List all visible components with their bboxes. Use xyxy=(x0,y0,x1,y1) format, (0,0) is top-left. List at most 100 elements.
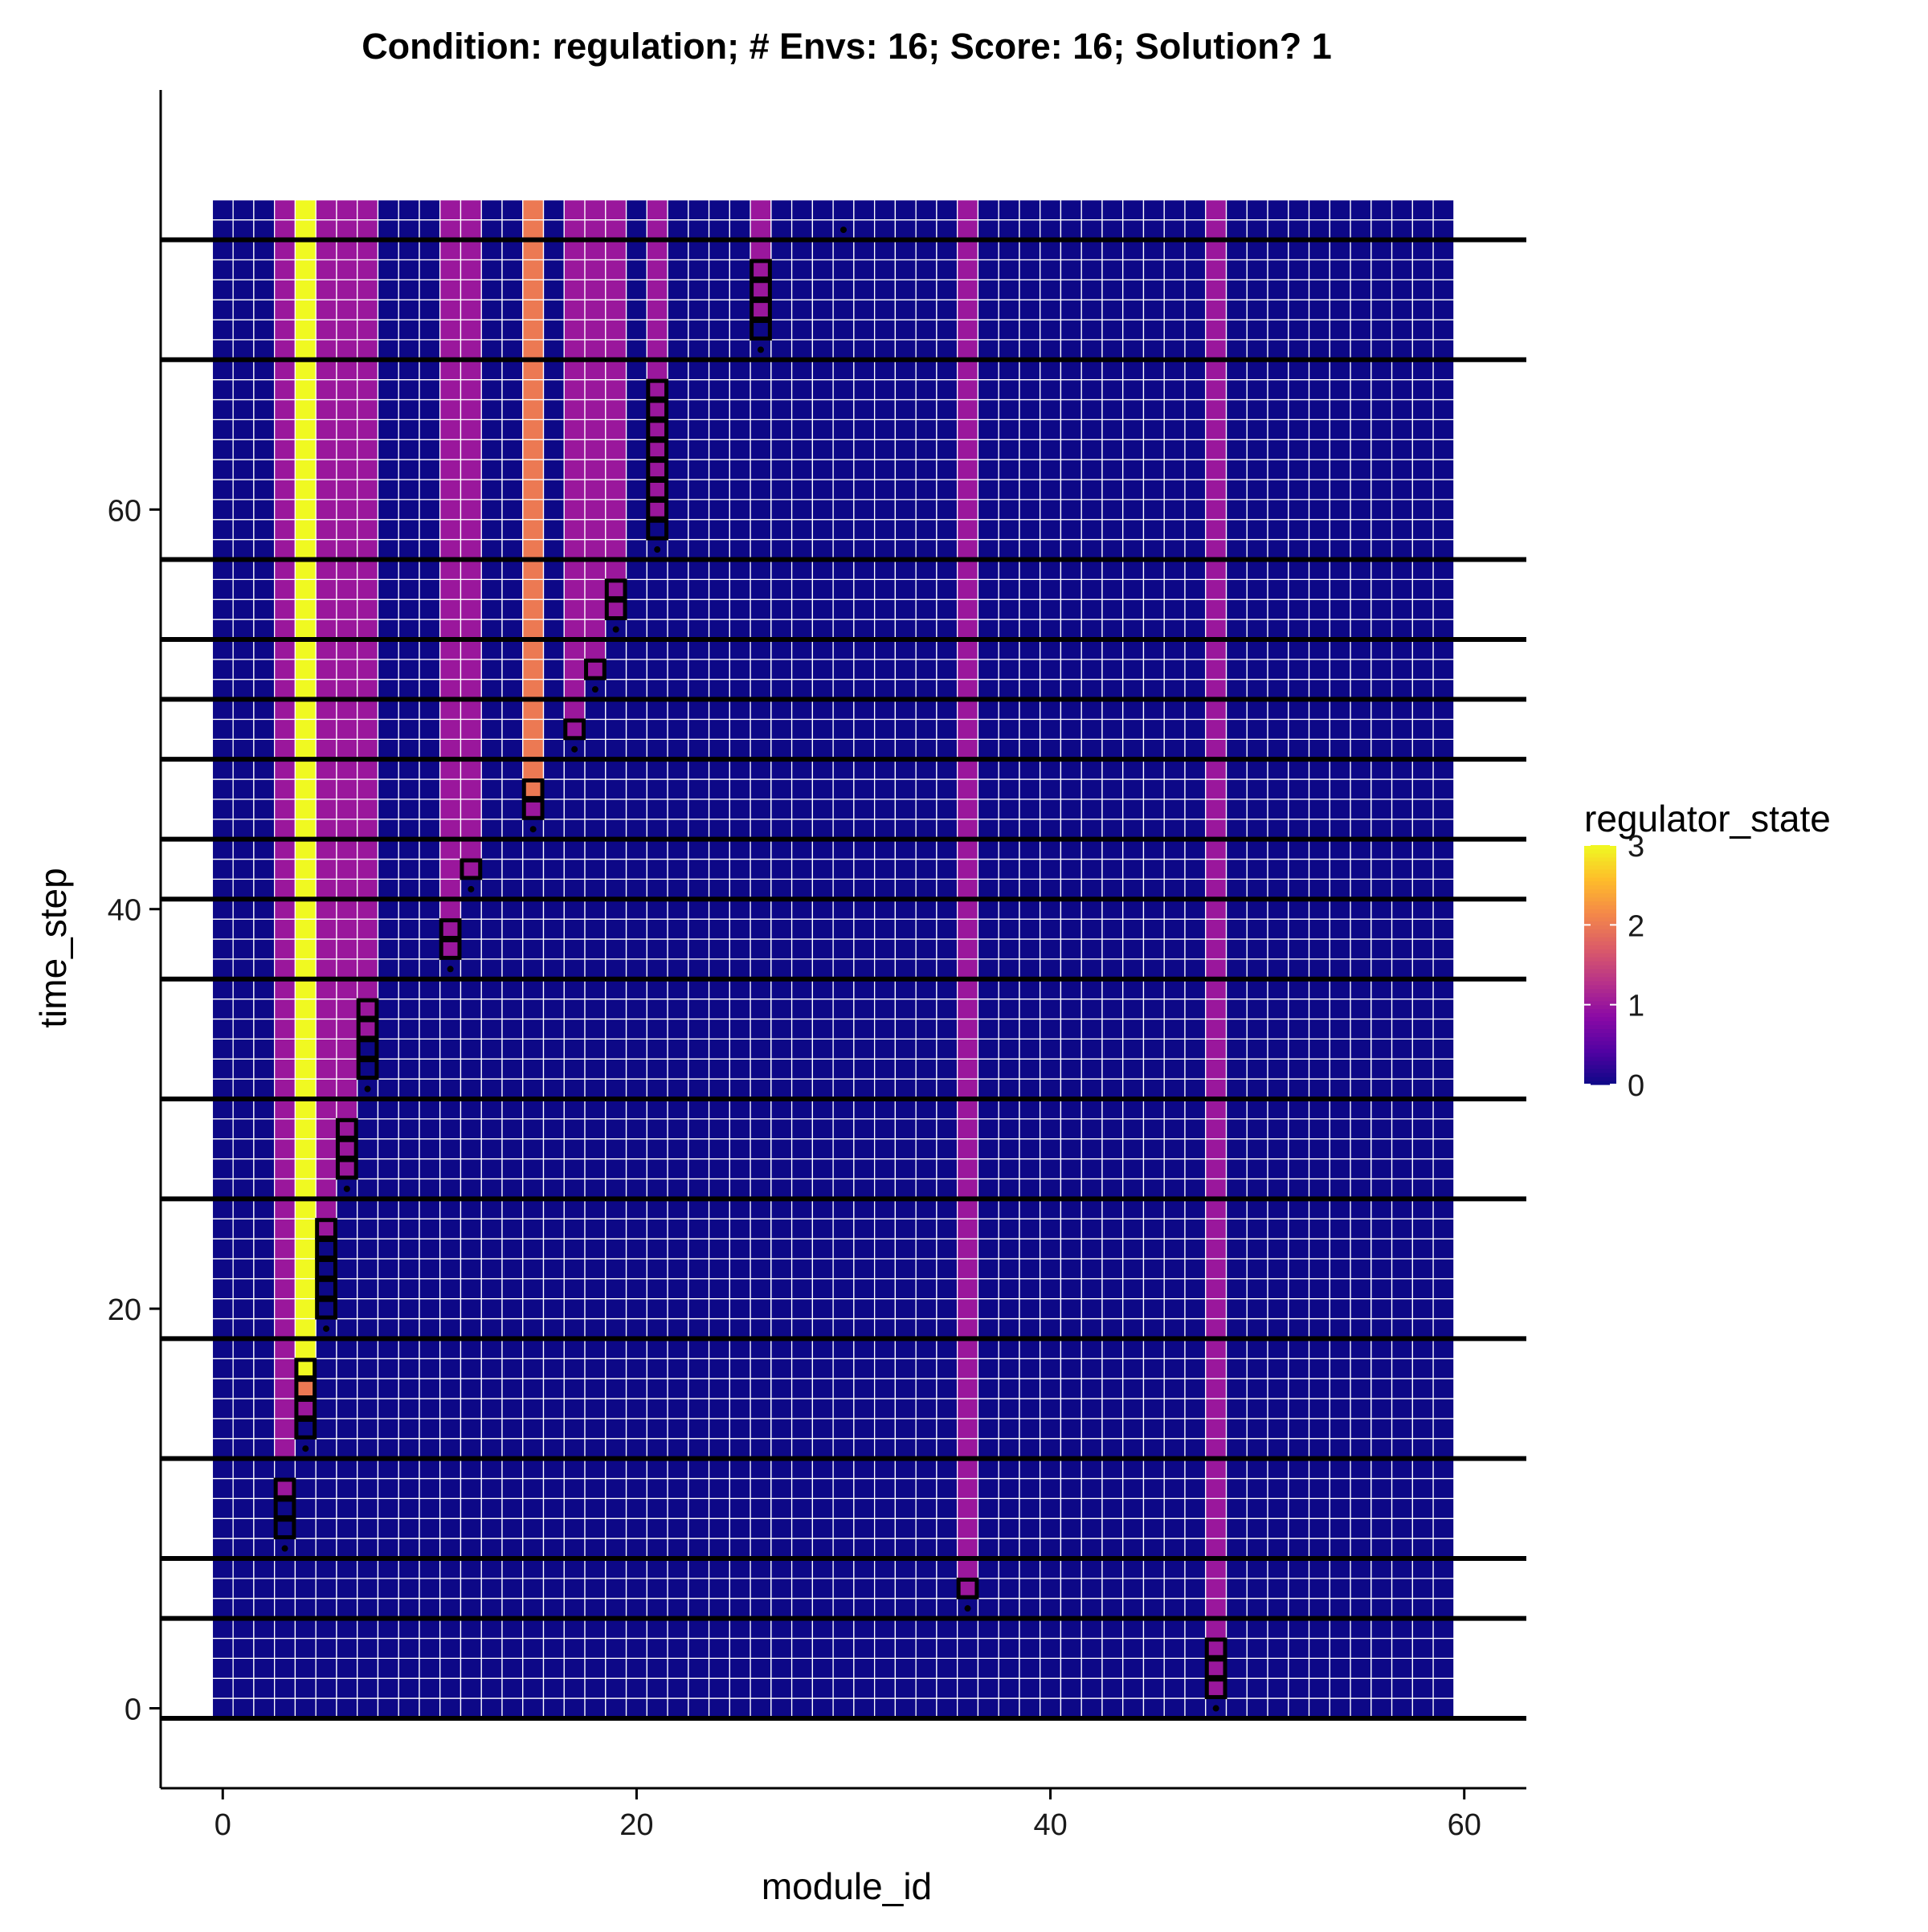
heatmap-cell xyxy=(1246,1378,1268,1399)
heatmap-cell xyxy=(1225,398,1248,421)
heatmap-cell xyxy=(315,1378,337,1399)
heatmap-cell xyxy=(832,378,855,401)
heatmap-cell xyxy=(957,1538,979,1559)
heatmap-cell xyxy=(522,1317,545,1340)
heatmap-cell xyxy=(357,219,379,241)
heatmap-cell xyxy=(1267,479,1289,500)
heatmap-cell xyxy=(542,758,565,780)
heatmap-cell xyxy=(336,598,358,620)
heatmap-cell xyxy=(419,439,441,460)
legend-colorbar-step xyxy=(1584,976,1616,982)
heatmap-cell xyxy=(377,578,399,600)
heatmap-cell xyxy=(1080,778,1103,800)
heatmap-cell xyxy=(294,1317,317,1340)
heatmap-cell xyxy=(336,1317,358,1340)
heatmap-cell xyxy=(1122,1438,1145,1460)
heatmap-cell xyxy=(605,1158,627,1180)
heatmap-cell xyxy=(936,878,958,900)
heatmap-cell xyxy=(936,1378,958,1399)
heatmap-cell xyxy=(1122,1218,1145,1240)
heatmap-cell xyxy=(1391,1598,1413,1620)
heatmap-cell xyxy=(211,978,234,1000)
heatmap-cell xyxy=(274,898,296,920)
heatmap-cell xyxy=(873,1558,897,1579)
heatmap-cell xyxy=(1163,938,1186,960)
heatmap-cell xyxy=(1080,439,1103,460)
highlighted-cell xyxy=(646,378,669,401)
heatmap-cell xyxy=(1350,1477,1372,1500)
heatmap-cell xyxy=(708,1078,730,1100)
heatmap-cell xyxy=(708,1398,730,1419)
heatmap-cell xyxy=(1163,1477,1186,1500)
heatmap-cell xyxy=(936,1697,958,1719)
heatmap-cell xyxy=(1432,1497,1455,1519)
heatmap-cell xyxy=(873,718,897,740)
heatmap-cell xyxy=(253,1098,276,1120)
heatmap-cell xyxy=(750,659,772,680)
heatmap-cell xyxy=(1122,1598,1145,1620)
heatmap-cell xyxy=(1411,1118,1434,1140)
heatmap-cell xyxy=(1060,1358,1082,1379)
heatmap-cell xyxy=(377,1158,399,1180)
heatmap-cell xyxy=(1288,1457,1310,1480)
heatmap-cell xyxy=(439,319,462,341)
heatmap-cell xyxy=(1184,519,1207,541)
heatmap-cell xyxy=(873,219,897,241)
heatmap-cell xyxy=(1163,639,1186,660)
heatmap-cell xyxy=(688,1138,710,1160)
heatmap-cell xyxy=(894,1358,917,1379)
heatmap-cell xyxy=(957,1298,979,1320)
heatmap-cell xyxy=(522,619,545,640)
highlighted-cell xyxy=(604,578,627,601)
heatmap-cell xyxy=(1019,1617,1041,1640)
heatmap-cell xyxy=(790,1398,814,1419)
heatmap-cell xyxy=(1205,1178,1227,1199)
heatmap-cell xyxy=(439,619,462,640)
heatmap-cell xyxy=(336,1398,358,1419)
heatmap-cell xyxy=(790,1657,814,1679)
heatmap-cell xyxy=(1101,378,1124,401)
heatmap-cell xyxy=(1246,459,1268,480)
heatmap-cell xyxy=(1246,819,1268,840)
heatmap-cell xyxy=(1101,839,1124,860)
legend-tick-label: 3 xyxy=(1628,830,1644,864)
heatmap-cell xyxy=(253,878,276,900)
heatmap-cell xyxy=(232,639,255,660)
heatmap-cell xyxy=(357,1338,379,1359)
heatmap-cell xyxy=(1432,738,1455,760)
heatmap-cell xyxy=(1329,479,1351,500)
heatmap-cell xyxy=(232,1457,255,1480)
heatmap-cell xyxy=(708,839,730,860)
heatmap-cell xyxy=(253,1697,276,1719)
heatmap-cell xyxy=(1101,1358,1124,1379)
heatmap-cell xyxy=(1411,1418,1434,1440)
heatmap-cell xyxy=(646,1358,668,1379)
heatmap-cell xyxy=(1350,619,1372,640)
heatmap-cell xyxy=(1432,1617,1455,1640)
heatmap-cell xyxy=(274,279,296,300)
heatmap-cell xyxy=(584,1238,607,1260)
heatmap-cell xyxy=(480,299,503,321)
heatmap-cell xyxy=(832,1138,855,1160)
heatmap-cell xyxy=(439,898,462,920)
heatmap-cell xyxy=(563,598,586,620)
heatmap-cell xyxy=(1391,1457,1413,1480)
heatmap-cell xyxy=(729,1697,751,1719)
highlighted-cell xyxy=(1204,1637,1227,1660)
heatmap-cell xyxy=(957,718,979,740)
heatmap-cell xyxy=(915,799,937,820)
heatmap-cell xyxy=(253,419,276,440)
heatmap-cell xyxy=(688,1338,710,1359)
y-axis-label: time_step xyxy=(32,868,74,1027)
heatmap-cell xyxy=(398,1038,420,1060)
heatmap-cell xyxy=(253,199,276,221)
heatmap-cell xyxy=(1411,1517,1434,1539)
heatmap-cell xyxy=(1205,799,1227,820)
heatmap-cell xyxy=(253,558,276,580)
heatmap-cell xyxy=(1019,1238,1041,1260)
heatmap-cell xyxy=(1040,1078,1062,1100)
heatmap-cell xyxy=(480,938,503,960)
heatmap-cell xyxy=(977,558,999,580)
heatmap-cell xyxy=(957,778,979,800)
legend-colorbar-step xyxy=(1584,961,1616,966)
